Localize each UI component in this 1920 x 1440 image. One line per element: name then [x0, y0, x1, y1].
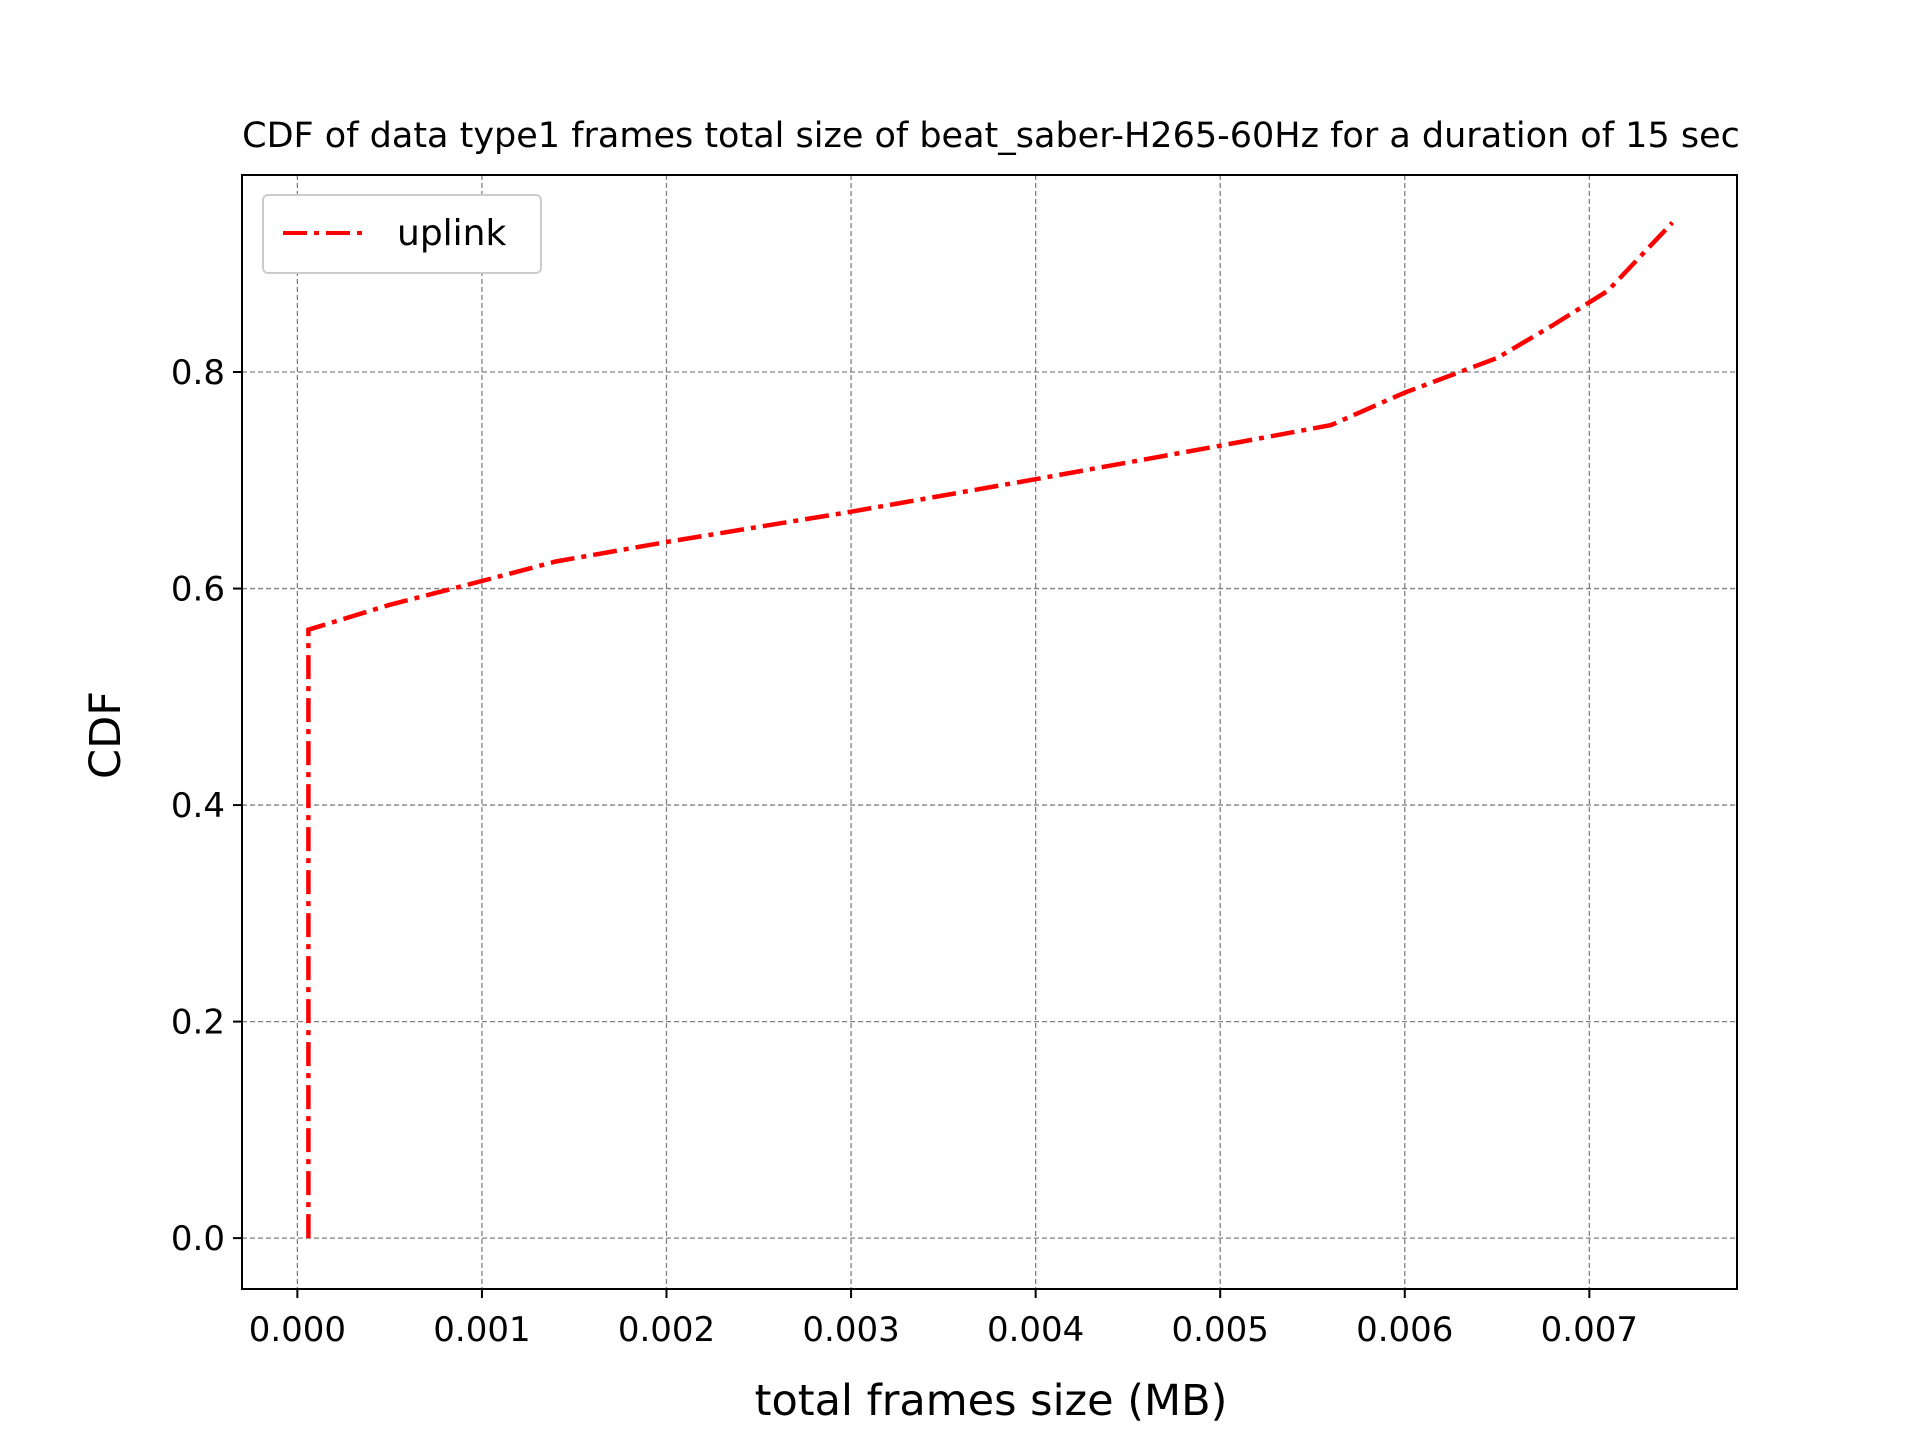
x-tick-label: 0.007 [1541, 1310, 1638, 1350]
x-tick-label: 0.003 [802, 1310, 899, 1350]
y-tick-label: 0.0 [171, 1219, 225, 1259]
series-layer [306, 221, 1675, 1239]
x-tick-label: 0.004 [987, 1310, 1084, 1350]
y-tick-label: 0.8 [171, 353, 225, 393]
grid-lines [242, 175, 1737, 1289]
x-tick-label: 0.001 [433, 1310, 530, 1350]
legend: uplink [262, 194, 542, 274]
x-tick-label: 0.002 [618, 1310, 715, 1350]
chart-title: CDF of data type1 frames total size of b… [242, 116, 1740, 156]
legend-box [262, 194, 542, 274]
y-tick-label: 0.4 [171, 786, 225, 826]
axis-ticks: 0.000 0.001 0.002 0.003 0.004 0.005 0.006 0.007… [171, 353, 1638, 1350]
plot-frame [241, 174, 1738, 1290]
y-tick-label: 0.2 [171, 1003, 225, 1043]
y-tick-label: 0.6 [171, 570, 225, 610]
x-tick-label: 0.000 [249, 1310, 346, 1350]
x-tick-label: 0.006 [1356, 1310, 1453, 1350]
y-axis-label: CDF [81, 691, 131, 779]
x-axis-label: total frames size (MB) [755, 1376, 1228, 1426]
legend-label-uplink: uplink [397, 213, 506, 254]
series-line-uplink [306, 221, 1675, 1239]
x-tick-label: 0.005 [1172, 1310, 1269, 1350]
